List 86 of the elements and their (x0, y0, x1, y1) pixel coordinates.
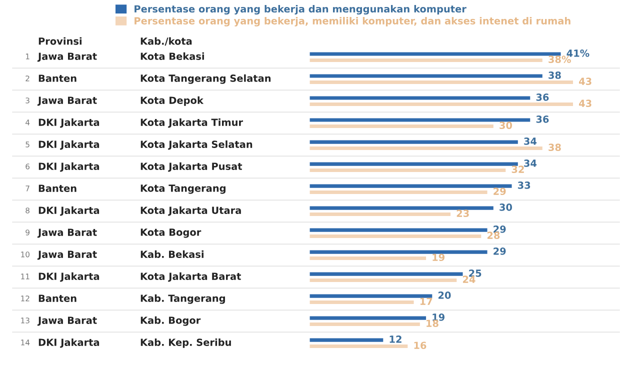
bar (310, 294, 432, 298)
legend-label: Persentase orang yang bekerja dan menggunakan komputer (134, 5, 466, 15)
data-label: 20 (438, 292, 451, 299)
y-tick-label: Kota Bogor (140, 228, 202, 238)
data-label: 12 (390, 336, 402, 343)
data-label: 30 (500, 204, 512, 211)
data-label: 43 (579, 78, 592, 86)
data-label: 34 (524, 160, 537, 167)
bar (310, 146, 542, 150)
y-tick-label: Kota Jakarta Utara (140, 206, 241, 216)
data-label: 38 (548, 72, 561, 79)
bar (310, 250, 488, 254)
data-label: 38% (548, 56, 571, 64)
bar (310, 322, 420, 326)
text: Jawa Barat (37, 228, 97, 238)
text: DKI Jakarta (38, 162, 100, 172)
y-tick-label: Kab. Bogor (140, 316, 201, 326)
bar (310, 278, 457, 282)
text: DKI Jakarta (38, 338, 100, 348)
bar (310, 316, 426, 320)
bar (310, 228, 488, 232)
y-tick-label: Kota Tangerang (140, 184, 226, 194)
bar (310, 256, 426, 260)
text: DKI Jakarta (38, 272, 100, 282)
bar (310, 206, 494, 210)
data-label: 16 (414, 342, 426, 350)
data-label: 28 (487, 232, 500, 240)
text: Banten (38, 294, 76, 302)
bar (310, 190, 488, 194)
data-label: 23 (456, 210, 469, 218)
bar (310, 102, 574, 106)
bar (310, 300, 414, 304)
y-tick-label: Kota Jakarta Pusat (140, 162, 242, 172)
bar (310, 58, 542, 62)
data-label: 36 (536, 116, 549, 123)
legend-label: Persentase orang yang bekerja, memiliki komputer, dan akses intenet di rumah (134, 16, 570, 26)
text: DKI Jakarta (38, 140, 100, 150)
bar (310, 96, 530, 100)
bar (310, 344, 408, 348)
bar (310, 124, 494, 128)
bar (310, 140, 518, 144)
data-label: 25 (469, 270, 482, 277)
bar (310, 74, 542, 78)
data-label: 41% (566, 50, 590, 57)
text: Banten (38, 74, 76, 82)
text: Kab./kota (140, 37, 192, 46)
text: Banten (38, 184, 76, 192)
data-label: 34 (524, 138, 537, 145)
text: Jawa Barat (37, 250, 97, 260)
data-label: 29 (494, 188, 506, 196)
data-label: 29 (494, 248, 506, 255)
y-tick-label: Kab. Kep. Seribu (140, 338, 231, 348)
data-label: 32 (512, 166, 524, 174)
text: DKI Jakarta (38, 118, 100, 128)
data-label: 43 (579, 100, 592, 108)
y-tick-label: Kota Jakarta Timur (140, 118, 244, 128)
bar (310, 168, 506, 172)
y-tick-label: Kota Tangerang Selatan (140, 74, 271, 84)
bar (310, 338, 384, 342)
data-label: 33 (518, 182, 530, 189)
bar (310, 162, 518, 166)
text: Jawa Barat (37, 52, 97, 62)
data-label: 24 (462, 276, 476, 283)
data-label: 19 (432, 254, 444, 262)
text: Provinsi (38, 37, 82, 45)
bar (310, 52, 561, 56)
data-label: 38 (548, 144, 561, 152)
y-tick-label: Kota Bekasi (140, 52, 204, 60)
text: Jawa Barat (37, 316, 97, 326)
y-tick-label: Kab. Bekasi (140, 250, 204, 258)
text: DKI Jakarta (38, 206, 100, 216)
bar (310, 272, 463, 276)
data-label: 18 (426, 320, 438, 328)
y-tick-label: Kota Depok (140, 96, 204, 106)
bar (310, 80, 574, 84)
data-label: 17 (420, 298, 432, 305)
bar (310, 234, 482, 238)
bar (310, 184, 512, 188)
data-label: 36 (536, 94, 549, 101)
bar (310, 212, 451, 216)
data-label: 30 (500, 122, 512, 130)
y-tick-label: Kab. Tangerang (140, 294, 225, 304)
y-tick-label: Kota Jakarta Barat (140, 272, 241, 282)
y-tick-label: Kota Jakarta Selatan (140, 140, 252, 150)
text: Jawa Barat (37, 96, 97, 106)
bar (310, 118, 530, 122)
